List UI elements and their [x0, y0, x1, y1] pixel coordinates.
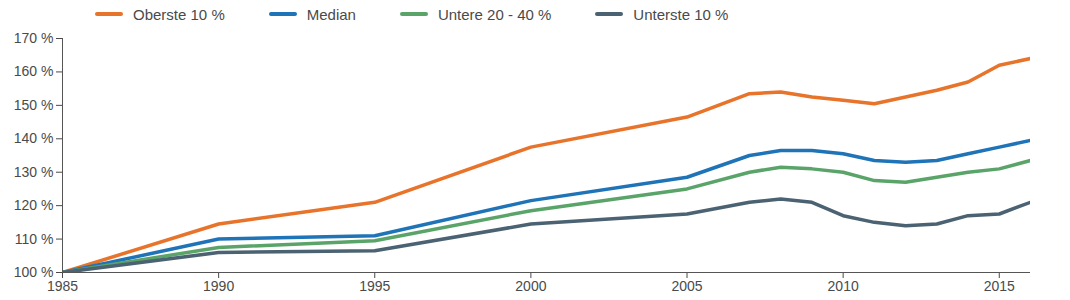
- svg-text:2000: 2000: [515, 278, 546, 294]
- svg-text:1985: 1985: [47, 278, 78, 294]
- html-text:Median: Median: [306, 5, 356, 23]
- svg-text:2010: 2010: [828, 278, 859, 294]
- html-text:Unterste 10 %: Unterste 10 %: [633, 5, 729, 23]
- svg-text:1990: 1990: [203, 278, 234, 294]
- svg-text:100 %: 100 %: [13, 264, 54, 280]
- svg-text:130 %: 130 %: [14, 164, 54, 180]
- svg-text:110 %: 110 %: [15, 231, 54, 247]
- svg-text:2005: 2005: [671, 278, 702, 294]
- svg-text:120 %: 120 %: [14, 197, 54, 213]
- svg-text:160 %: 160 %: [14, 63, 54, 79]
- html-text:Untere 20 - 40 %: Untere 20 - 40 %: [437, 5, 552, 23]
- svg-text:140 %: 140 %: [14, 130, 54, 146]
- svg-text:170 %: 170 %: [14, 30, 54, 46]
- svg-text:150 %: 150 %: [14, 97, 54, 113]
- svg-text:2015: 2015: [984, 278, 1015, 294]
- svg-text:1995: 1995: [359, 278, 390, 294]
- html-text:Oberste 10 %: Oberste 10 %: [133, 5, 225, 23]
